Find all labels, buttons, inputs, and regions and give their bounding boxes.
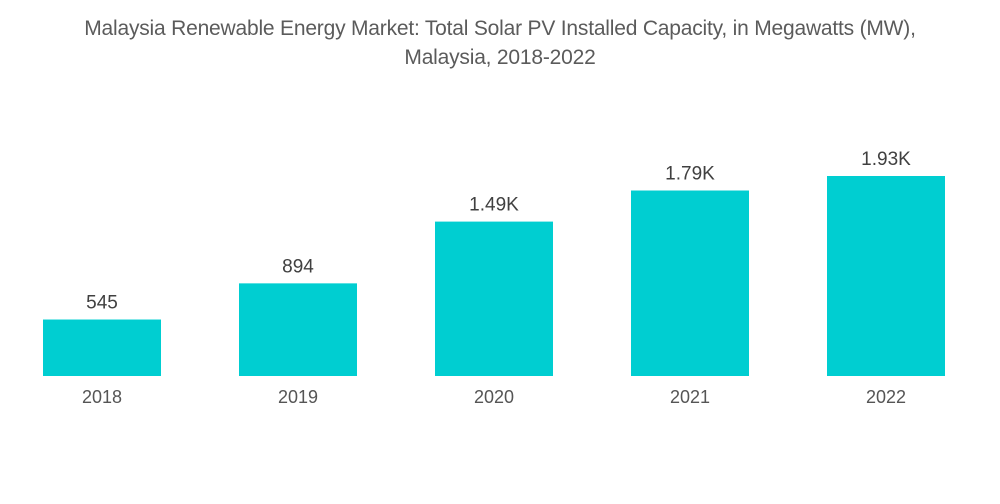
x-tick-label-2019: 2019 [278,387,318,407]
data-label-2020: 1.49K [469,195,519,216]
chart-title-line-1: Malaysia Renewable Energy Market: Total … [84,17,916,40]
bar-2020 [435,221,553,376]
data-label-2018: 545 [86,293,118,314]
x-tick-label-2022: 2022 [866,387,906,407]
bar-2021 [631,190,749,376]
x-tick-label-2021: 2021 [670,387,710,407]
x-tick-label-2018: 2018 [82,387,122,407]
data-label-2019: 894 [282,256,314,277]
data-label-2022: 1.93K [861,149,911,170]
bar-2019 [239,283,357,376]
data-label-2021: 1.79K [665,164,715,185]
bar-2022 [827,176,945,376]
x-tick-label-2020: 2020 [474,387,514,407]
bar-2018 [43,319,161,376]
chart-title-line-2: Malaysia, 2018-2022 [404,46,596,69]
chart-title: Malaysia Renewable Energy Market: Total … [0,14,1000,72]
